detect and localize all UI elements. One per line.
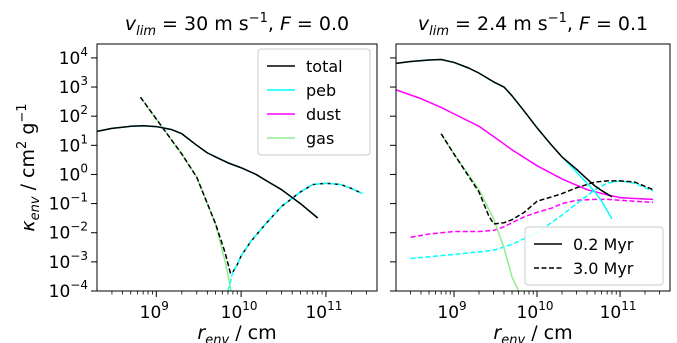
y-axis-label: κenv / cm2 g−1 [15, 103, 43, 231]
legend: total peb dust gas [257, 48, 371, 156]
y-tick-label: 103 [59, 74, 88, 98]
series-line-5 [396, 58, 613, 220]
y-tick-label: 10−3 [49, 249, 88, 273]
legend-box [524, 226, 664, 286]
legend-box [257, 48, 371, 156]
series-line-0 [396, 89, 654, 201]
x-tick-label: 1011 [305, 299, 342, 323]
series-line-2 [410, 180, 654, 260]
x-tick-label: 109 [140, 299, 169, 323]
plot-area [97, 96, 363, 291]
x-axis-label: renv / cm [197, 322, 276, 343]
legend-label: total [306, 57, 343, 76]
y-tick-label: 102 [59, 103, 88, 127]
series-line-4 [440, 133, 654, 225]
y-tick-label: 101 [59, 132, 88, 156]
series-line-2 [227, 182, 363, 291]
legend: 0.2 Myr 3.0 Myr [524, 226, 664, 286]
legend-label: 0.2 Myr [573, 235, 634, 254]
x-tick-label: 1010 [221, 299, 258, 323]
panel-left: 109 1010 1011 10−4 10−3 10−2 10−1 100 101 102 103 1… [15, 11, 378, 343]
x-tick-label: 1011 [600, 299, 637, 323]
series-line-6 [396, 58, 613, 198]
y-tick-label: 10−2 [49, 220, 88, 244]
legend-label: gas [306, 129, 334, 148]
chart-title: vlim = 30 m s−1, F = 0.0 [125, 11, 349, 39]
y-tick-label: 10−4 [49, 278, 88, 302]
series-line-1 [410, 198, 654, 238]
x-tick-label: 109 [437, 299, 466, 323]
legend-label: 3.0 Myr [573, 259, 634, 278]
panel-right: 109 1010 1011 vlim = 2.4 m s−1, F = 0.1 renv… [390, 11, 671, 343]
series-line-3 [440, 133, 520, 291]
legend-label: peb [306, 81, 336, 100]
y-tick-label: 100 [59, 161, 88, 185]
series-line-4 [97, 124, 319, 219]
series-line-0 [139, 96, 232, 291]
legend-label: dust [306, 105, 341, 124]
chart-title: vlim = 2.4 m s−1, F = 0.1 [418, 11, 648, 39]
y-tick-label: 10−1 [49, 191, 88, 215]
x-axis-label: renv / cm [493, 322, 572, 343]
plot-area [396, 58, 654, 291]
y-tick-label: 104 [59, 45, 88, 69]
x-tick-label: 1010 [517, 299, 554, 323]
